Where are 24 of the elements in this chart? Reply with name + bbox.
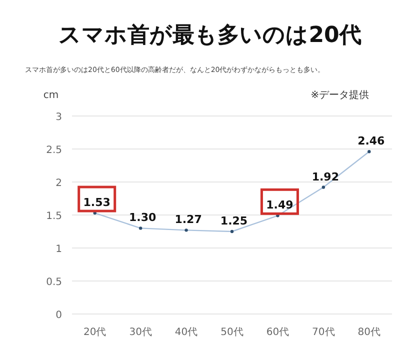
data-label: 1.92 <box>312 170 339 184</box>
x-tick-label: 30代 <box>129 327 152 338</box>
text: ※データ提供 <box>310 89 370 101</box>
y-tick-label: 1 <box>56 244 62 255</box>
y-tick-label: 3 <box>56 112 62 123</box>
x-tick-label: 50代 <box>220 327 244 338</box>
y-tick-label: 0 <box>56 310 62 321</box>
chart-title: スマホ首が最も多いのは20代 <box>58 23 362 48</box>
data-label: 1.53 <box>83 196 110 210</box>
data-label: 2.46 <box>358 134 386 148</box>
x-tick-label: 80代 <box>358 327 381 338</box>
data-label: 1.27 <box>174 213 202 226</box>
data-label: 1.30 <box>129 211 156 224</box>
x-tick-label: 20代 <box>83 327 106 338</box>
y-tick-label: 2.5 <box>46 145 62 156</box>
y-tick-label: 2 <box>56 178 62 189</box>
data-label: 1.25 <box>220 214 248 228</box>
data-label: 1.49 <box>266 198 294 212</box>
y-axis-title: cm <box>43 90 59 101</box>
x-tick-label: 40代 <box>174 327 198 338</box>
x-tick-label: 60代 <box>266 327 290 338</box>
y-tick-label: 0.5 <box>46 277 62 288</box>
x-tick-label: 70代 <box>312 327 335 338</box>
y-tick-label: 1.5 <box>46 211 62 222</box>
